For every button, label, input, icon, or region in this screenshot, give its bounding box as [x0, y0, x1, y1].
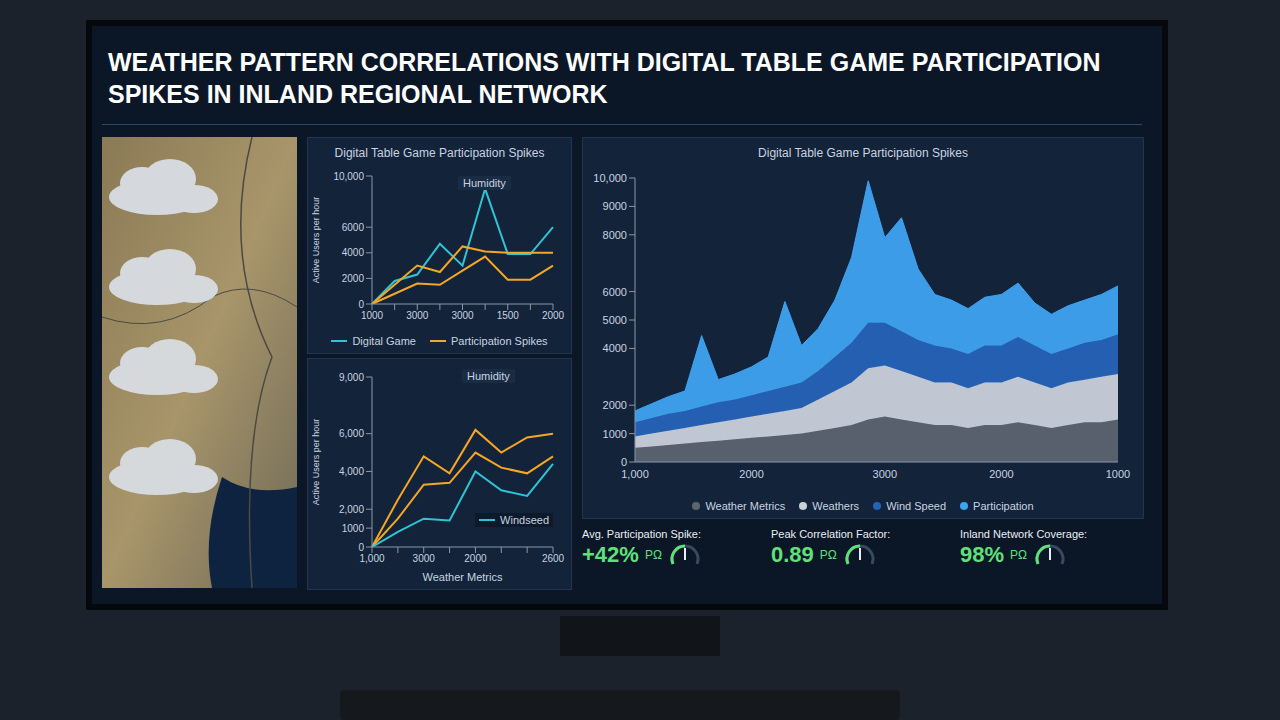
svg-text:9,000: 9,000 [339, 372, 364, 383]
html-text:Windseed: Windseed [500, 514, 549, 526]
html-text:0.89 PΩ: 0.89 PΩ [771, 542, 837, 567]
html-text:Digital Table Game Participati: Digital Table Game Participation Spikes [758, 146, 968, 160]
svg-text:Active Users per hour: Active Users per hour [312, 197, 321, 284]
svg-text:10,000: 10,000 [333, 171, 364, 182]
svg-text:6000: 6000 [342, 222, 365, 233]
svg-text:5000: 5000 [603, 314, 627, 326]
svg-text:2000: 2000 [342, 273, 365, 284]
svg-text:2000: 2000 [739, 468, 763, 480]
svg-text:2000: 2000 [464, 553, 487, 564]
svg-text:0: 0 [358, 542, 364, 553]
svg-text:10,000: 10,000 [593, 172, 627, 184]
svg-text:2000: 2000 [989, 468, 1013, 480]
svg-text:3000: 3000 [451, 310, 474, 321]
svg-text:8000: 8000 [603, 229, 627, 241]
svg-text:1000: 1000 [603, 428, 627, 440]
html-text:Inland Network Coverage:: Inland Network Coverage: [960, 528, 1088, 540]
svg-text:4000: 4000 [342, 247, 365, 258]
html-text:WEATHER PATTERN CORRELATIONS W: WEATHER PATTERN CORRELATIONS WITH DIGITA… [108, 48, 1101, 108]
svg-text:Weather Metrics: Weather Metrics [423, 571, 503, 583]
svg-text:4000: 4000 [603, 342, 627, 354]
svg-text:Active Users per hour: Active Users per hour [312, 419, 321, 506]
svg-text:0: 0 [358, 299, 364, 310]
html-text:Participation: Participation [973, 500, 1034, 512]
html-text:Digital Table Game Participati: Digital Table Game Participation Spikes [334, 146, 545, 160]
svg-text:3000: 3000 [873, 468, 897, 480]
svg-text:1,000: 1,000 [621, 468, 649, 480]
svg-text:2000: 2000 [603, 399, 627, 411]
svg-text:3000: 3000 [413, 553, 436, 564]
svg-text:3000: 3000 [406, 310, 429, 321]
html-text:Wind Speed: Wind Speed [886, 500, 947, 512]
html-text:Participation Spikes: Participation Spikes [451, 335, 548, 347]
svg-text:2,000: 2,000 [339, 504, 364, 515]
svg-text:4,000: 4,000 [339, 466, 364, 477]
svg-text:2600: 2600 [542, 553, 565, 564]
html-text:98% PΩ: 98% PΩ [960, 542, 1027, 567]
html-text:Humidity: Humidity [467, 370, 510, 382]
svg-text:1500: 1500 [497, 310, 520, 321]
svg-text:6,000: 6,000 [339, 428, 364, 439]
html-text:Weather Metrics: Weather Metrics [705, 500, 786, 512]
html-text:+42% PΩ: +42% PΩ [582, 542, 662, 567]
svg-text:9000: 9000 [603, 200, 627, 212]
html-text:Weathers: Weathers [812, 500, 860, 512]
html-text:Avg. Participation Spike:: Avg. Participation Spike: [582, 528, 701, 540]
svg-text:6000: 6000 [603, 286, 627, 298]
html-text:Peak Correlation Factor:: Peak Correlation Factor: [771, 528, 891, 540]
html-text:Humidity: Humidity [463, 177, 506, 189]
svg-text:0: 0 [621, 456, 627, 468]
svg-text:2000: 2000 [542, 310, 565, 321]
html-text:Digital Game: Digital Game [352, 335, 416, 347]
svg-text:1000: 1000 [361, 310, 384, 321]
svg-text:1,000: 1,000 [359, 553, 384, 564]
svg-text:1000: 1000 [1106, 468, 1130, 480]
svg-text:1000: 1000 [342, 523, 365, 534]
